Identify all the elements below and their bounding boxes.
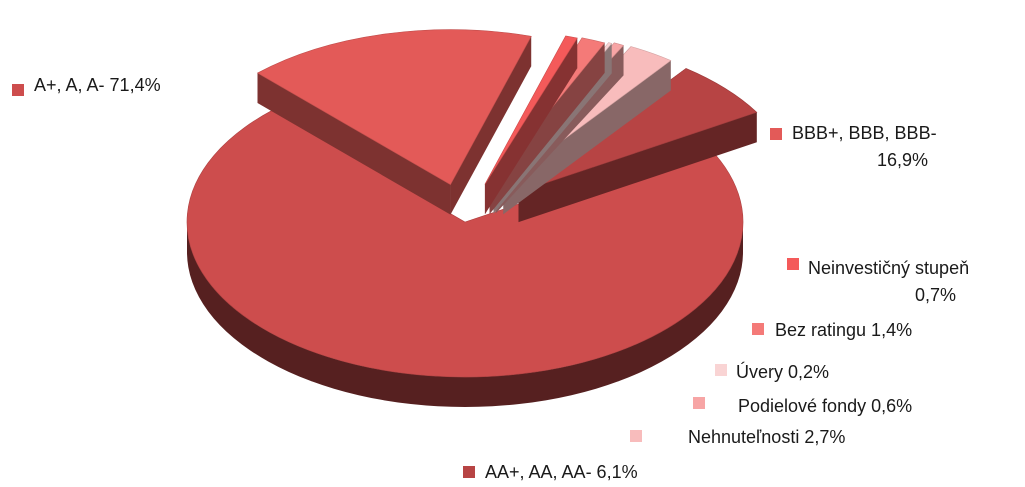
legend-swatch xyxy=(752,323,764,335)
data-label: Úvery 0,2% xyxy=(715,361,829,382)
pie-slice-top xyxy=(484,35,578,185)
data-label: BBB+, BBB, BBB- 16,9% xyxy=(770,123,937,170)
pie-slice-wall xyxy=(484,38,578,215)
data-label: Nehnuteľnosti 2,7% xyxy=(630,427,845,447)
slice-value: 16,9% xyxy=(877,150,928,170)
slice-label: Úvery 0,2% xyxy=(736,361,829,382)
slice-value: 0,7% xyxy=(915,285,956,305)
slice-label: Nehnuteľnosti 2,7% xyxy=(688,427,845,447)
data-label: AA+, AA, AA- 6,1% xyxy=(463,462,638,482)
data-label: Neinvestičný stupeň 0,7% xyxy=(787,258,969,305)
legend-swatch xyxy=(787,258,799,270)
pie-slice-wall xyxy=(503,60,671,215)
pie-slice-wall xyxy=(257,73,451,215)
legend-swatch xyxy=(715,364,727,376)
slice-label: BBB+, BBB, BBB- xyxy=(792,123,937,143)
slice-label: A+, A, A- 71,4% xyxy=(34,75,161,95)
data-label: A+, A, A- 71,4% xyxy=(12,75,161,96)
legend-swatch xyxy=(12,84,24,96)
pie-slice xyxy=(256,29,532,215)
pie-slice-wall xyxy=(518,112,757,223)
slice-label: Bez ratingu 1,4% xyxy=(775,320,912,340)
data-label: Bez ratingu 1,4% xyxy=(752,320,912,340)
slice-label: Podielové fondy 0,6% xyxy=(738,396,912,416)
pie-slice-top xyxy=(518,68,758,193)
legend-swatch xyxy=(693,397,705,409)
slice-label: AA+, AA, AA- 6,1% xyxy=(485,462,638,482)
slice-label: Neinvestičný stupeň xyxy=(808,258,969,278)
pie-slice-wall xyxy=(489,42,605,215)
pie-slice xyxy=(484,35,578,215)
pie-slice-side xyxy=(187,222,743,407)
pie-slice-top xyxy=(256,29,532,186)
legend-swatch xyxy=(770,128,782,140)
pie-slice-wall xyxy=(450,36,532,215)
legend-swatch xyxy=(463,466,475,478)
legend-swatch xyxy=(630,430,642,442)
data-label: Podielové fondy 0,6% xyxy=(693,396,912,416)
